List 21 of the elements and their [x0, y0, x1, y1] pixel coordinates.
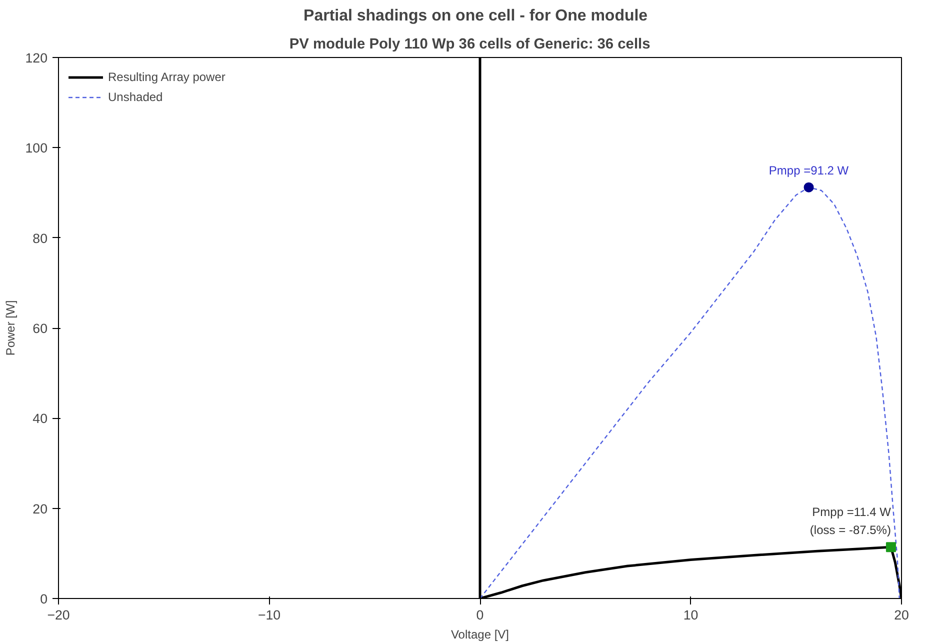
annotation: Pmpp =11.4 W	[812, 505, 892, 520]
legend-label: Unshaded	[108, 90, 163, 104]
chart-title: Partial shadings on one cell - for One module	[304, 8, 648, 24]
y-tick-label: 0	[40, 592, 48, 606]
y-axis-title: Power [W]	[3, 300, 18, 356]
x-tick-label: −20	[47, 608, 70, 622]
x-tick-label: 10	[683, 608, 698, 622]
x-tick-label: 20	[894, 608, 909, 622]
y-tick-label: 40	[32, 411, 48, 426]
legend-label: Resulting Array power	[108, 70, 226, 84]
y-tick-label: 60	[32, 321, 48, 336]
annotation: Pmpp =91.2 W	[768, 163, 850, 178]
y-tick-label: 80	[32, 230, 48, 246]
x-axis-title: Voltage [V]	[450, 628, 510, 642]
annotation: (loss = -87.5%)	[810, 523, 891, 538]
y-tick-label: 120	[25, 50, 48, 66]
y-tick-label: 100	[25, 140, 48, 156]
y-tick-label: 20	[32, 501, 48, 516]
x-tick-label: −10	[258, 608, 281, 622]
chart-subtitle: PV module Poly 110 Wp 36 cells of Generic: 36 cells	[289, 36, 650, 52]
x-tick-label: 0	[476, 608, 484, 622]
